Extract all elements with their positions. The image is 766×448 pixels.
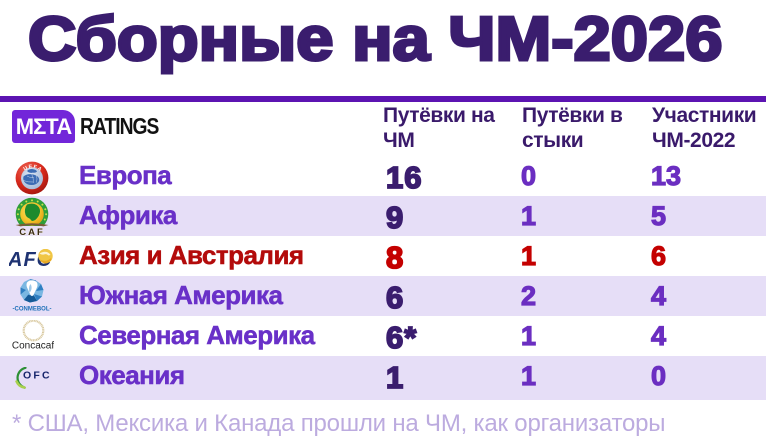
svg-text:UEFA: UEFA	[23, 164, 44, 174]
svg-text:-CONMEBOL-: -CONMEBOL-	[13, 307, 52, 313]
svg-text:OFC: OFC	[23, 369, 52, 381]
svg-text:Concacaf: Concacaf	[12, 341, 54, 352]
svg-text:CAF: CAF	[19, 227, 45, 236]
